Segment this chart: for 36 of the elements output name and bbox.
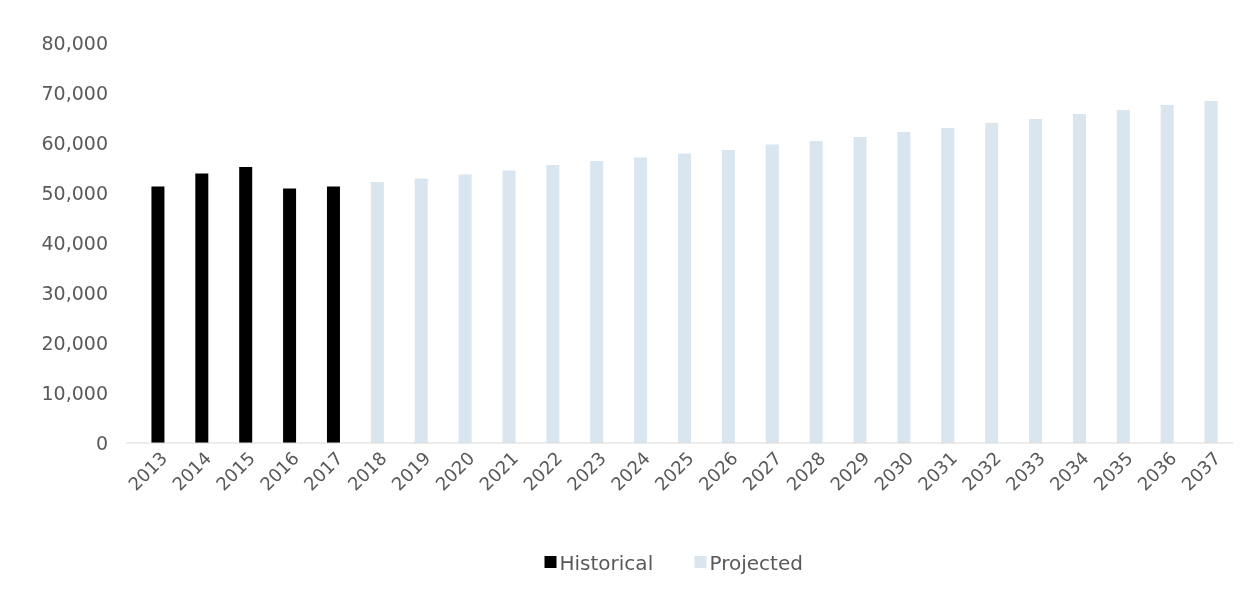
- bar: [502, 170, 516, 443]
- y-tick-label: 70,000: [41, 81, 108, 104]
- bar: [546, 165, 560, 443]
- y-tick-label: 60,000: [41, 131, 108, 154]
- bar: [370, 182, 384, 443]
- bar: [853, 137, 867, 443]
- bar: [151, 186, 165, 443]
- bar: [239, 167, 253, 443]
- bar: [765, 144, 779, 443]
- bar: [1204, 101, 1218, 443]
- bar: [1029, 119, 1043, 443]
- bar: [590, 161, 604, 443]
- bar: [809, 141, 823, 443]
- bar: [897, 132, 911, 443]
- bar: [414, 178, 428, 443]
- y-tick-label: 30,000: [41, 281, 108, 304]
- y-tick-label: 80,000: [41, 31, 108, 54]
- bar: [678, 153, 691, 443]
- bar: [1072, 114, 1086, 443]
- bar: [721, 150, 735, 443]
- bar: [941, 128, 955, 443]
- bar: [1116, 110, 1130, 443]
- y-tick-label: 40,000: [41, 231, 108, 254]
- legend-label: Historical: [559, 551, 654, 575]
- y-tick-label: 0: [95, 431, 108, 454]
- bar: [326, 186, 340, 443]
- y-tick-label: 20,000: [41, 331, 108, 354]
- legend-label: Projected: [709, 551, 803, 575]
- bar: [985, 123, 999, 443]
- y-tick-label: 50,000: [41, 181, 108, 204]
- y-tick-label: 10,000: [41, 381, 108, 404]
- bar: [283, 188, 297, 443]
- bar: [634, 157, 648, 443]
- bar: [458, 174, 472, 443]
- bar: [195, 173, 209, 443]
- bar: [1160, 105, 1174, 443]
